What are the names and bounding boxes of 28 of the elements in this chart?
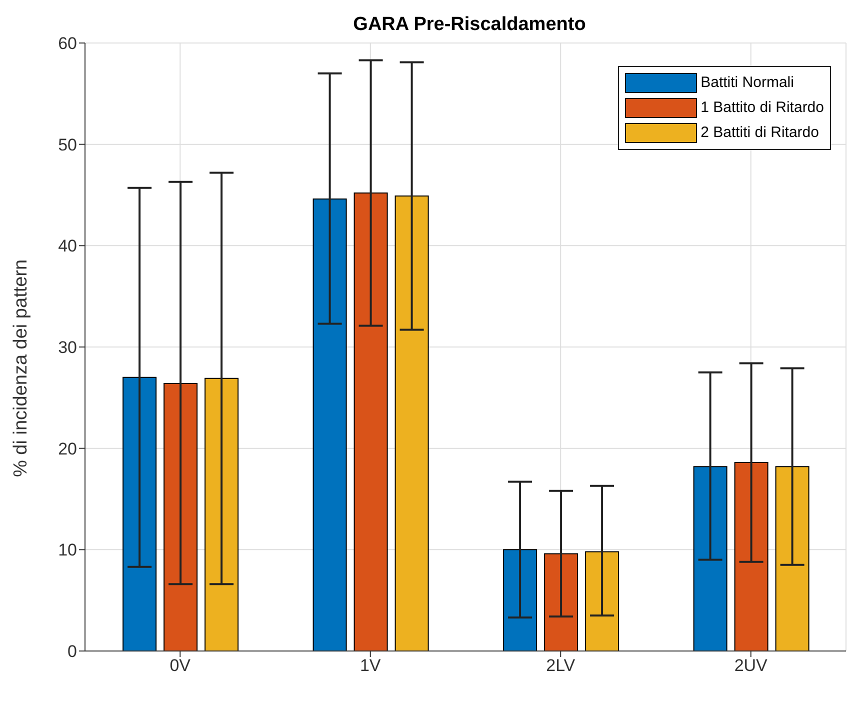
bar <box>734 462 768 651</box>
y-tick-label: 10 <box>58 540 77 560</box>
bar <box>394 196 429 651</box>
x-tick-label: 0V <box>170 656 192 676</box>
bar <box>503 549 538 651</box>
y-tick-label: 0 <box>68 642 77 662</box>
x-tick-label: 1V <box>360 656 382 676</box>
y-axis-title: % di incidenza dei pattern <box>10 259 32 477</box>
legend-label: 1 Battito di Ritardo <box>700 98 824 118</box>
bar <box>354 192 388 651</box>
x-tick-label: 2UV <box>734 656 768 676</box>
bar <box>164 382 198 651</box>
bar <box>122 376 157 651</box>
chart-title: GARA Pre-Riscaldamento <box>352 14 587 36</box>
bar <box>693 466 728 651</box>
bar <box>775 466 810 651</box>
x-tick-label: 2LV <box>546 656 576 676</box>
bar <box>204 378 239 651</box>
legend-label: 2 Battiti di Ritardo <box>700 123 819 143</box>
y-tick-label: 20 <box>58 439 77 458</box>
y-tick-label: 50 <box>58 135 77 154</box>
y-tick-label: 60 <box>58 34 77 54</box>
y-tick-label: 40 <box>58 236 77 256</box>
bar <box>544 553 578 651</box>
bar <box>585 551 620 651</box>
bar <box>312 198 347 651</box>
legend-label: Battiti Normali <box>700 73 794 93</box>
y-tick-label: 30 <box>58 338 77 358</box>
